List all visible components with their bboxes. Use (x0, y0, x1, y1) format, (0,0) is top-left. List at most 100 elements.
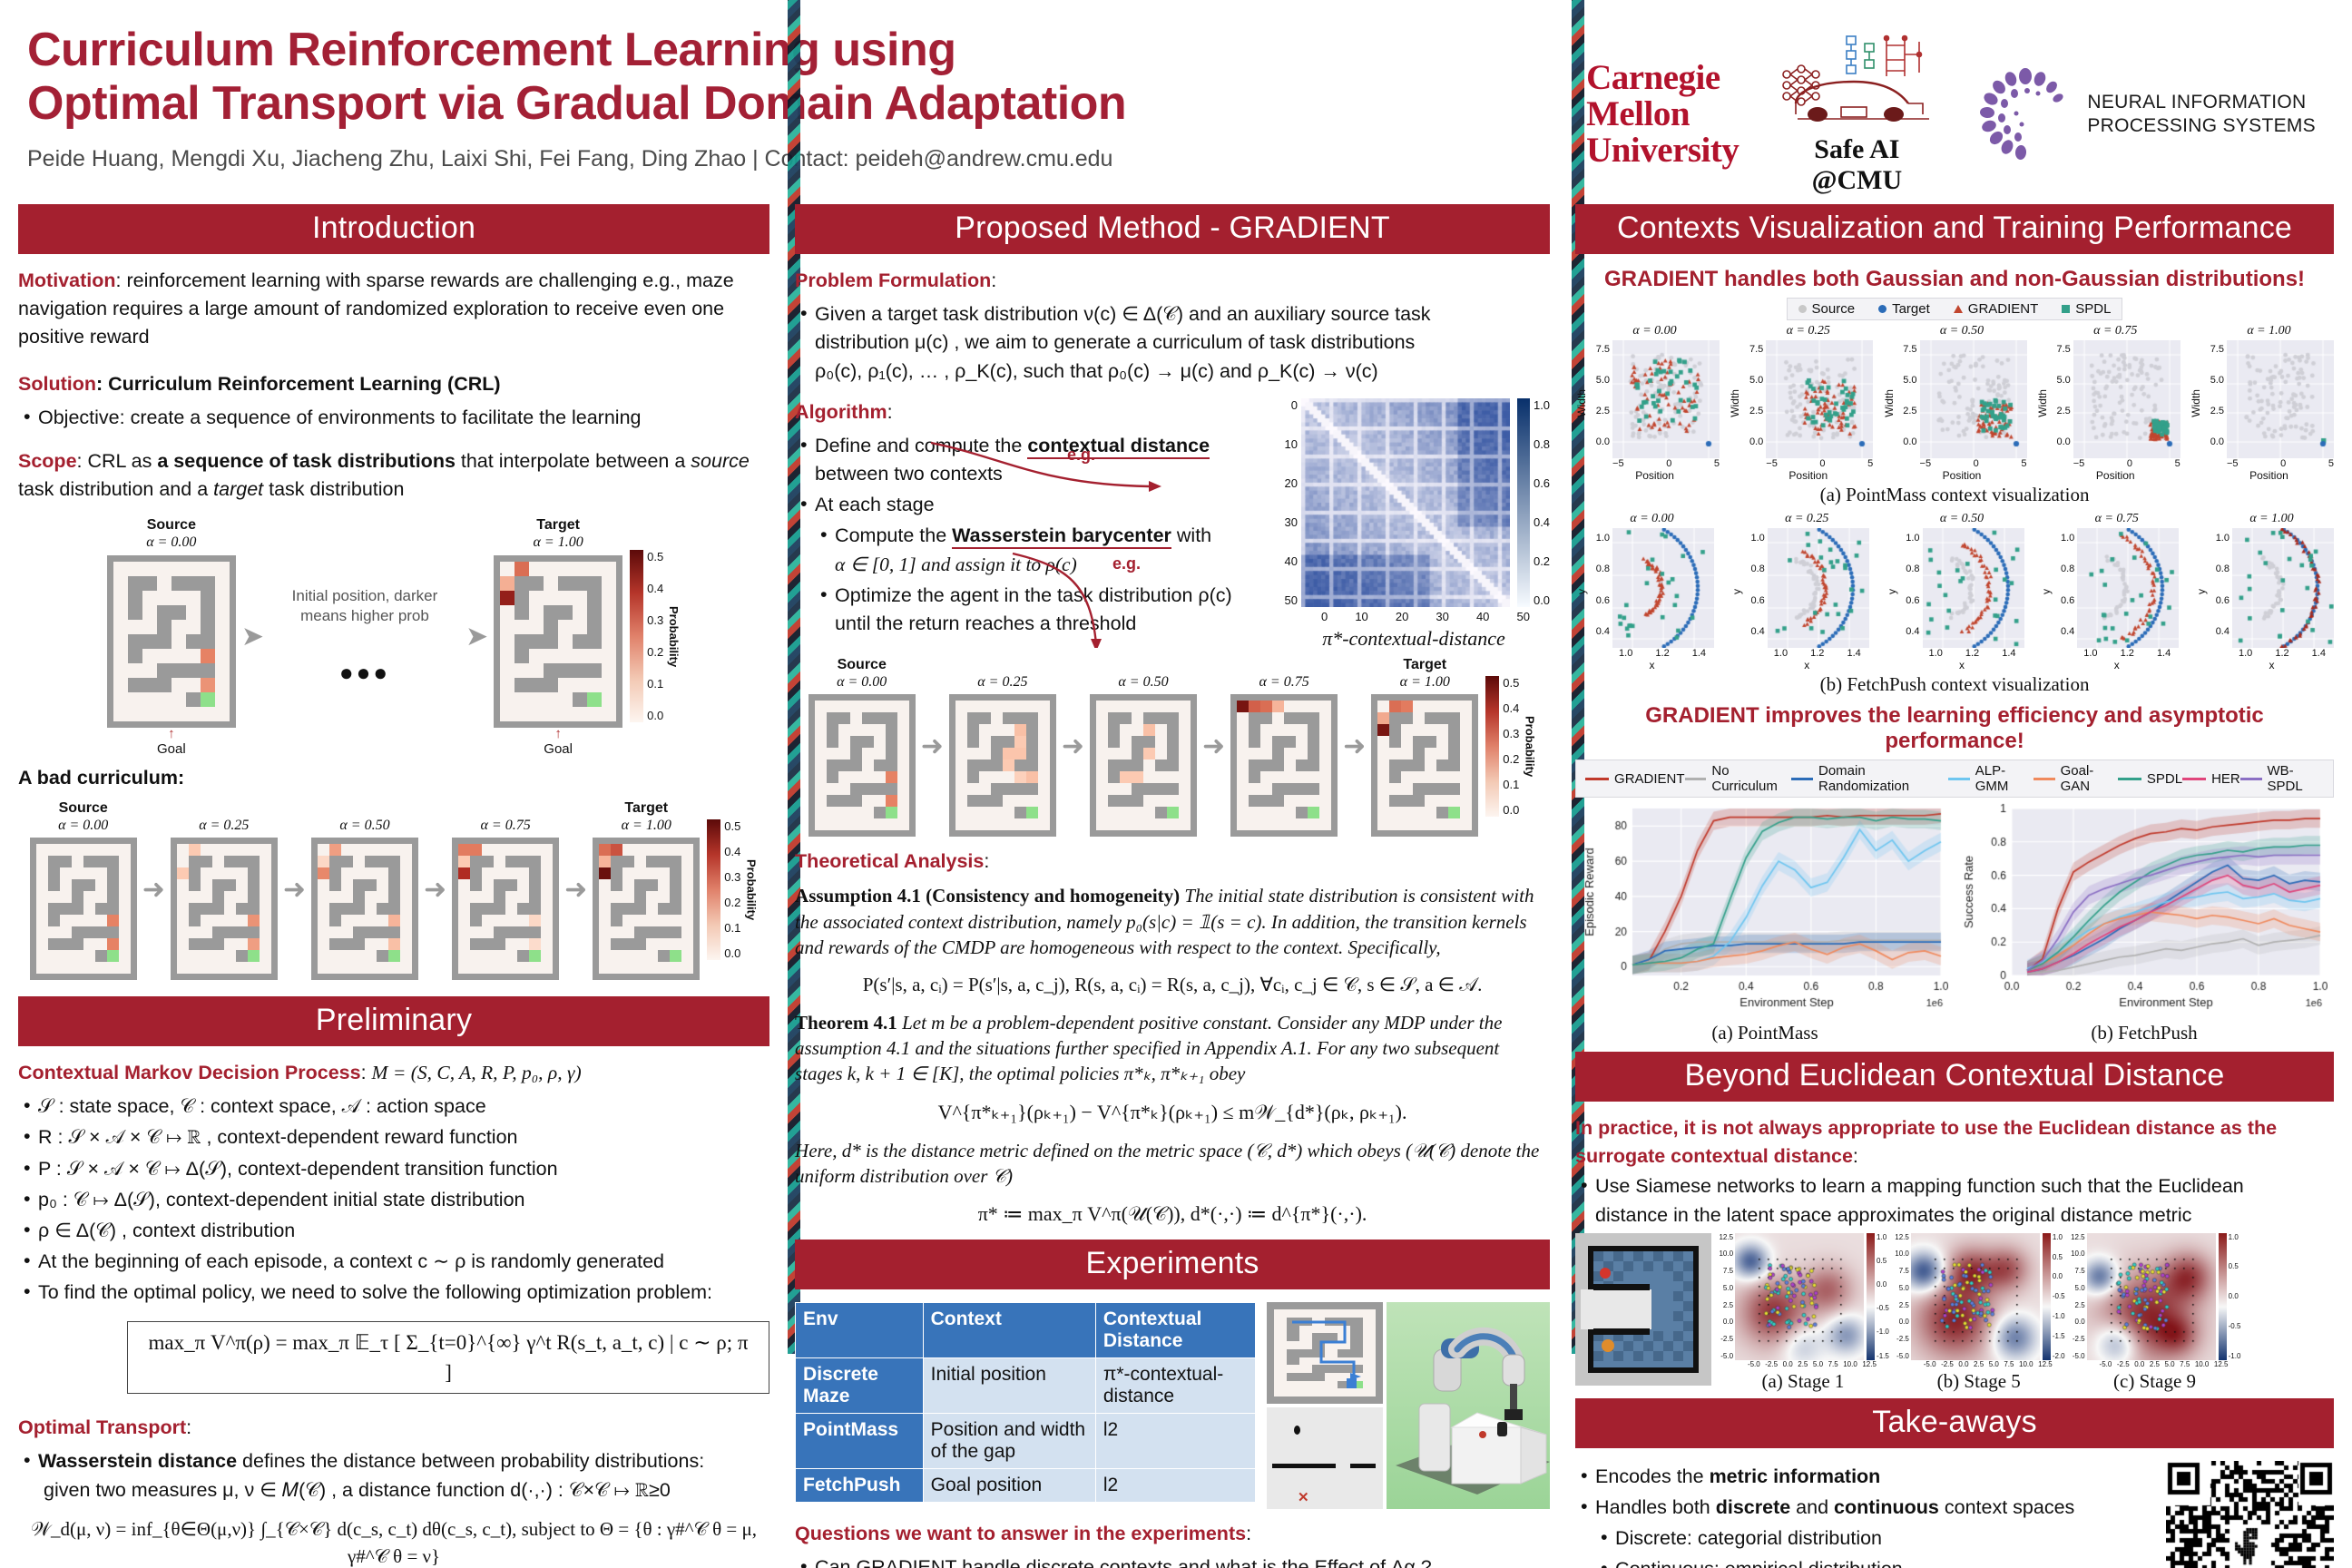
maze-cell (200, 604, 215, 620)
questions-label: Questions we want to answer in the exper… (795, 1523, 1247, 1545)
legend-line (2117, 777, 2141, 780)
maze-cell (955, 818, 967, 831)
maze-cell (171, 706, 186, 721)
maze-cell (94, 844, 107, 857)
ot-b1-sub: given two measures μ, ν ∈ 𝑀(𝒞) , a dista… (44, 1478, 671, 1501)
optimal-transport-heading: Optimal Transport: (18, 1416, 192, 1439)
maze-cell (1260, 712, 1273, 725)
maze-cell (1237, 771, 1250, 784)
maze-cell (1436, 760, 1449, 772)
maze-cell (1436, 712, 1449, 725)
maze-cell (1425, 771, 1437, 784)
algorithm-body: Algorithm: Define and compute the contex… (795, 398, 1270, 651)
maze-cell (127, 691, 142, 707)
heatmap-ytick: 30 (1284, 514, 1298, 529)
maze-box (310, 838, 418, 981)
wasserstein-distance-formula: 𝒲_d(μ, ν) = inf_{θ∈Θ(μ,ν)} ∫_{𝒞×𝒞} d(c_s… (31, 1517, 757, 1568)
maze-cell (681, 926, 694, 939)
maze-cell (1377, 724, 1390, 737)
maze-cell (1350, 1341, 1364, 1349)
maze-cell (1312, 1373, 1326, 1381)
qr-code[interactable] (2166, 1460, 2334, 1568)
maze-cell (387, 867, 400, 880)
maze-cell (587, 604, 603, 620)
maze-cell (1308, 760, 1320, 772)
maze-cell (35, 844, 48, 857)
maze-cell (1249, 783, 1261, 796)
maze-cell (602, 561, 617, 576)
maze-cell (223, 891, 236, 904)
maze-cell (814, 783, 827, 796)
maze-cell (482, 903, 495, 916)
maze-cell (118, 903, 131, 916)
maze-cell (587, 648, 603, 663)
maze-cell (1155, 701, 1167, 713)
panel-yticks: 7.5 5.0 2.5 0.0 (1897, 340, 1916, 447)
maze-cell (849, 807, 862, 819)
maze-cell (529, 926, 542, 939)
tick-label: 0.0 (1898, 1318, 1909, 1327)
maze-cell (1096, 724, 1108, 737)
maze-cell (47, 926, 60, 939)
list-item: Can GRADIENT handle discrete contexts an… (795, 1553, 1550, 1568)
maze-cell (505, 915, 518, 927)
maze-cell (1120, 748, 1132, 760)
tick-label: 0 (1666, 458, 1672, 469)
section-banner-experiments: Experiments (795, 1240, 1551, 1290)
curve-legend: GRADIENT No Curriculum Domain Randomizatio… (1575, 760, 2334, 798)
maze-cell (200, 879, 212, 892)
maze-cell (214, 662, 230, 678)
arrow-right-icon: ➜ (1202, 730, 1226, 761)
maze-cell (873, 771, 886, 784)
maze-cell (1308, 795, 1320, 808)
table-header-row: Env Context Contextual Distance (795, 1302, 1257, 1359)
maze-cell (94, 926, 107, 939)
stage-colorbar (1867, 1232, 1876, 1360)
maze-cell (188, 903, 201, 916)
tick-label: −5 (2226, 458, 2239, 469)
maze-cell (1249, 771, 1261, 784)
maze-cell (1143, 818, 1155, 831)
maze-cell (1260, 771, 1273, 784)
panel-yticks: 7.5 5.0 2.5 0.0 (1743, 340, 1763, 447)
legend-label: Source (1811, 301, 1856, 317)
tick-label: 10.0 (2194, 1359, 2210, 1368)
stage-cticks: 1.0 0.5 0.0 -0.5 -1.0 (2229, 1233, 2241, 1360)
list-item: Given a target task distribution ν(c) ∈ … (795, 299, 1550, 386)
tick-label: 2.5 (2074, 1300, 2085, 1309)
maze-cell (1287, 1357, 1300, 1366)
maze-cell (1299, 1365, 1313, 1374)
stage-xticks: -5.0 -2.5 0.0 2.5 5.0 7.5 10.0 12.5 (2100, 1360, 2229, 1368)
maze-cell (1325, 1388, 1338, 1397)
maze-cell (1308, 818, 1320, 831)
tick-label: -2.5 (2072, 1334, 2085, 1343)
maze-cell (529, 891, 542, 904)
panel-xticks: 1.0 1.2 1.4 (2239, 648, 2326, 659)
maze-cell (1108, 712, 1120, 725)
maze-target: Target α = 1.00 ↑ Goal (494, 516, 623, 757)
list-item: Discrete: categorial distribution (1595, 1524, 2153, 1553)
maze-cell (1155, 724, 1167, 737)
maze-cell (235, 856, 248, 868)
table-header-cell: Context (922, 1302, 1096, 1359)
maze-cell (646, 856, 659, 868)
maze-cell (1460, 818, 1473, 831)
maze-cell (1319, 748, 1332, 760)
maze-cell (494, 938, 506, 951)
maze-cell (259, 903, 271, 916)
tick-label: −5 (2073, 458, 2085, 469)
scope-text-3: task distribution and a (18, 478, 214, 501)
maze-cell (955, 783, 967, 796)
pointmass-panel-holder: Width α = 0.50 7.5 5.0 2.5 0.0 −5 0 5 Position (1883, 324, 2027, 482)
maze-cell (340, 856, 353, 868)
panel-xticks: −5 0 5 (2073, 458, 2180, 469)
section-banner-beyond: Beyond Euclidean Contextual Distance (1575, 1052, 2334, 1102)
maze-cell (1260, 748, 1273, 760)
maze-cell (340, 867, 353, 880)
tick-label: 10.0 (1843, 1359, 1857, 1368)
maze-cell (59, 879, 72, 892)
maze-cell (1272, 783, 1285, 796)
maze-cell (573, 619, 588, 634)
maze-cell (634, 962, 647, 975)
maze-cell (611, 879, 623, 892)
